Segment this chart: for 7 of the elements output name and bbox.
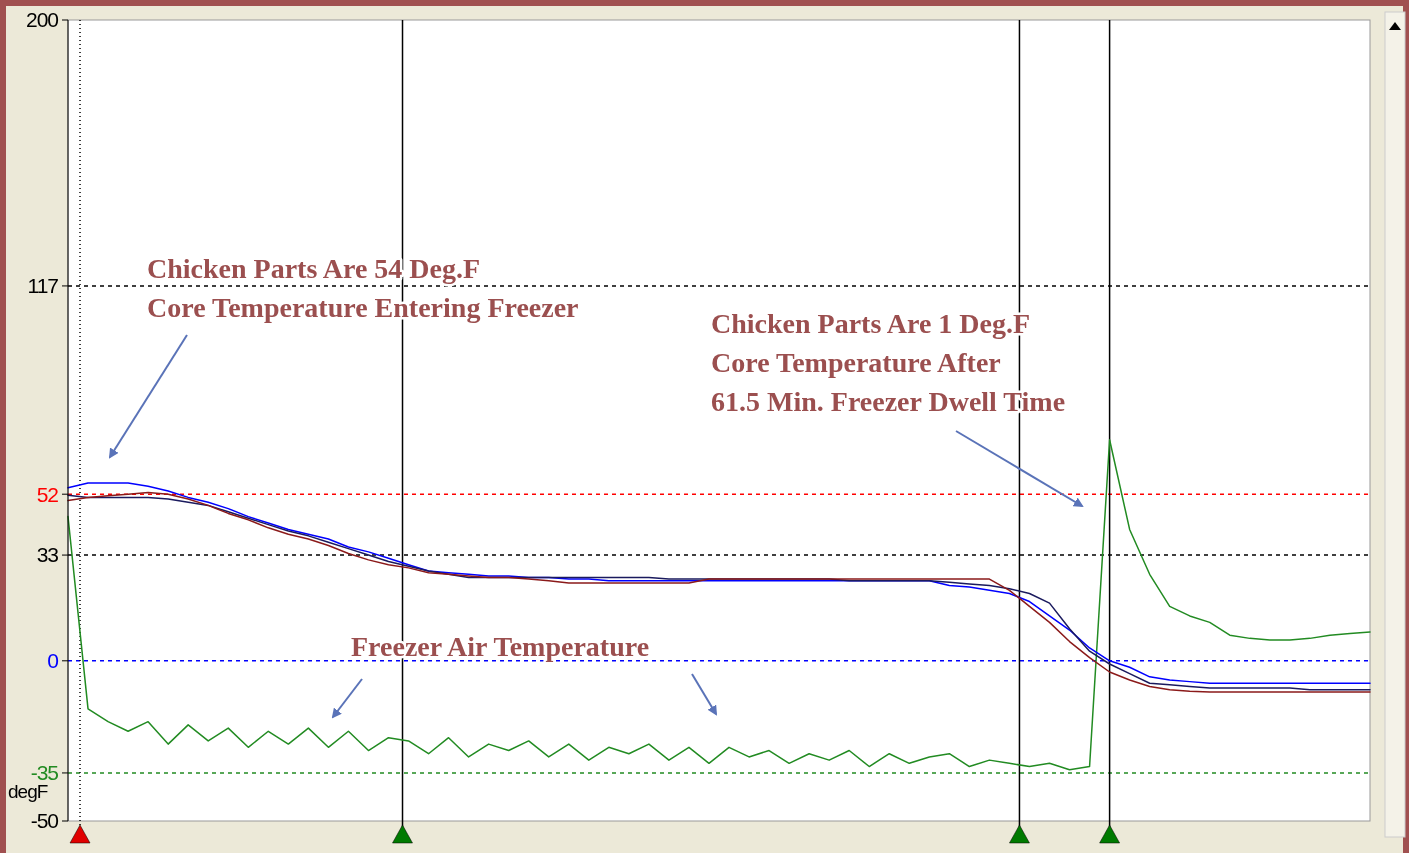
y-tick-label: -50 xyxy=(30,809,59,833)
y-tick-label: 0 xyxy=(47,649,59,673)
y-tick-label: 52 xyxy=(36,482,59,506)
y-tick-label: 200 xyxy=(25,8,59,32)
line-series xyxy=(67,438,1371,771)
y-tick-label: 117 xyxy=(27,274,59,298)
y-tick-label: 33 xyxy=(36,543,59,567)
